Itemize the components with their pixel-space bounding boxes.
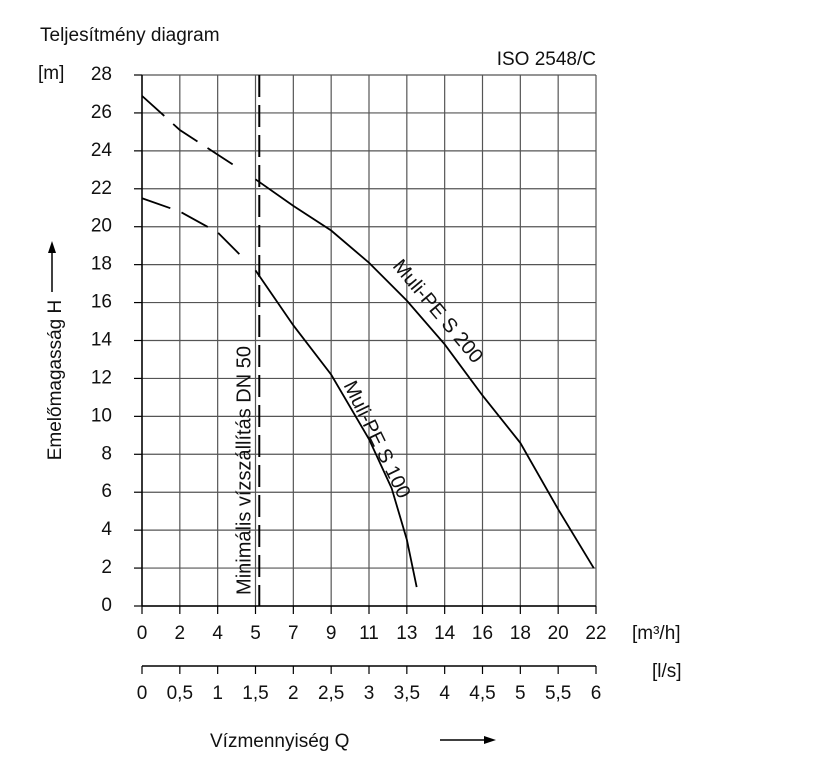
- x2-tick-label: 0: [137, 623, 148, 644]
- y-tick-label: 4: [101, 519, 112, 540]
- series-label: Muli-PE S 100: [339, 377, 415, 502]
- x2-tick-label: 22: [585, 623, 606, 644]
- x-tick-label: 1: [212, 683, 223, 704]
- x-tick-label: 1,5: [242, 683, 268, 704]
- x-tick-label: 5: [515, 683, 526, 704]
- y-tick-label: 26: [91, 102, 112, 123]
- x-tick-label: 0: [137, 683, 148, 704]
- y-tick-label: 14: [91, 330, 113, 351]
- x2-tick-label: 4: [212, 623, 223, 644]
- x2-tick-label: 16: [472, 623, 493, 644]
- x-tick-label: 2: [288, 683, 299, 704]
- x2-tick-label: 2: [175, 623, 186, 644]
- x-unit: [l/s]: [652, 661, 682, 682]
- x-tick-label: 2,5: [318, 683, 344, 704]
- y-tick-label: 22: [91, 178, 112, 199]
- y-tick-label: 28: [91, 64, 112, 85]
- x-tick-label: 0,5: [167, 683, 193, 704]
- x-tick-label: 3,5: [394, 683, 420, 704]
- y-tick-label: 6: [101, 481, 112, 502]
- y-tick-label: 2: [101, 557, 112, 578]
- x-tick-label: 4: [439, 683, 450, 704]
- y-tick-label: 16: [91, 292, 112, 313]
- y-tick-label: 8: [101, 443, 112, 464]
- x-tick-label: 6: [591, 683, 602, 704]
- x2-tick-label: 20: [548, 623, 569, 644]
- x2-tick-label: 9: [326, 623, 337, 644]
- x2-tick-label: 14: [434, 623, 456, 644]
- y-tick-label: 24: [91, 140, 113, 161]
- y-axis-title: Emelőmagasság H: [45, 300, 66, 461]
- y-tick-label: 18: [91, 254, 112, 275]
- x2-unit: [m³/h]: [632, 623, 681, 644]
- y-tick-label: 12: [91, 367, 112, 388]
- series-label: Muli-PE S 200: [388, 256, 487, 368]
- x2-tick-label: 7: [288, 623, 299, 644]
- x-tick-label: 5,5: [545, 683, 571, 704]
- x-axis-title: Vízmennyiség Q: [210, 731, 349, 752]
- x2-tick-label: 11: [359, 623, 379, 644]
- y-tick-label: 0: [101, 595, 112, 616]
- y-tick-label: 10: [91, 405, 112, 426]
- chart-subtitle: ISO 2548/C: [497, 49, 596, 70]
- y-tick-label: 20: [91, 216, 112, 237]
- x2-tick-label: 13: [396, 623, 417, 644]
- x-tick-label: 3: [364, 683, 375, 704]
- data-line: [141, 95, 595, 569]
- x2-tick-label: 18: [510, 623, 531, 644]
- arrow-head: [48, 241, 56, 253]
- arrow-head: [484, 736, 496, 744]
- min-flow-label: Minimális vízszállítás DN 50: [234, 346, 256, 595]
- chart-title: Teljesítmény diagram: [40, 25, 220, 46]
- y-unit: [m]: [38, 63, 64, 84]
- x2-tick-label: 5: [250, 623, 261, 644]
- data-line: [141, 197, 418, 588]
- x-tick-label: 4,5: [469, 683, 495, 704]
